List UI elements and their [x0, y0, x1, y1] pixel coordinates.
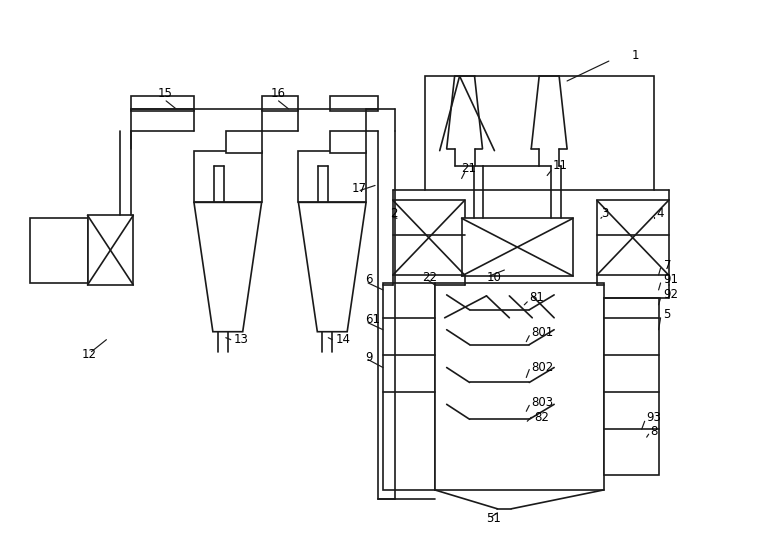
- Bar: [194, 150, 262, 203]
- Text: 14: 14: [336, 333, 350, 346]
- Text: 2: 2: [390, 207, 398, 220]
- Text: 61: 61: [365, 313, 380, 326]
- Text: 81: 81: [529, 292, 544, 304]
- Bar: [393, 200, 465, 275]
- Bar: [131, 96, 194, 111]
- Text: 91: 91: [663, 273, 679, 287]
- Bar: [425, 76, 653, 191]
- Text: 15: 15: [158, 87, 173, 100]
- Text: 22: 22: [422, 272, 437, 284]
- Bar: [604, 298, 659, 475]
- Text: 802: 802: [532, 361, 554, 374]
- Text: 8: 8: [650, 425, 658, 438]
- Bar: [330, 131, 366, 153]
- Bar: [299, 150, 366, 203]
- Polygon shape: [194, 203, 262, 332]
- Polygon shape: [299, 203, 366, 332]
- Text: 3: 3: [601, 207, 608, 220]
- Text: 9: 9: [365, 351, 372, 364]
- Text: 5: 5: [663, 309, 671, 321]
- Text: 93: 93: [647, 411, 662, 424]
- Text: 21: 21: [462, 162, 476, 175]
- Text: 10: 10: [486, 272, 502, 284]
- Bar: [435, 283, 604, 490]
- Text: 7: 7: [663, 259, 671, 272]
- Bar: [30, 219, 87, 283]
- Bar: [383, 283, 435, 490]
- Text: 17: 17: [352, 182, 367, 195]
- Text: 82: 82: [534, 411, 549, 424]
- Text: 11: 11: [553, 159, 568, 172]
- Bar: [462, 219, 573, 276]
- Text: 6: 6: [365, 273, 372, 287]
- Text: 801: 801: [532, 326, 554, 339]
- Bar: [87, 215, 133, 285]
- Text: 92: 92: [663, 288, 679, 301]
- Text: 1: 1: [632, 49, 640, 61]
- Text: 12: 12: [81, 348, 97, 361]
- Bar: [226, 131, 262, 153]
- Text: 13: 13: [234, 333, 249, 346]
- Text: 803: 803: [532, 396, 553, 409]
- Bar: [330, 96, 378, 111]
- Bar: [262, 96, 299, 111]
- Text: 16: 16: [270, 87, 286, 100]
- Text: 4: 4: [656, 207, 664, 220]
- Text: 51: 51: [486, 512, 502, 525]
- Bar: [597, 200, 669, 275]
